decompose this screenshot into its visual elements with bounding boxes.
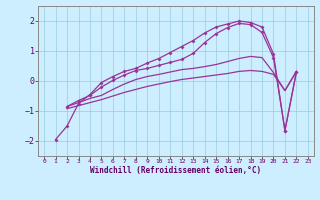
X-axis label: Windchill (Refroidissement éolien,°C): Windchill (Refroidissement éolien,°C) bbox=[91, 166, 261, 175]
